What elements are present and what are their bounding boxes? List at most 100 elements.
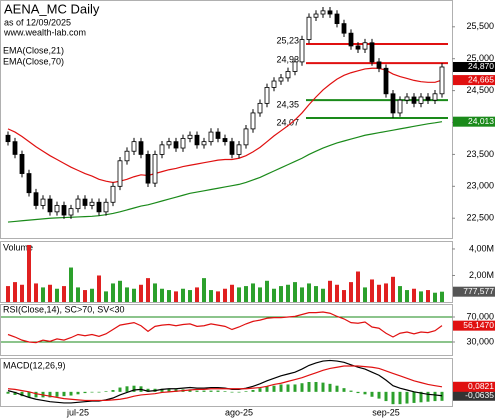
- histogram-bar: [27, 391, 31, 398]
- candle-body: [250, 112, 256, 130]
- level-label: 24,93: [276, 55, 299, 65]
- volume-bar: [174, 291, 178, 302]
- y-tick-label: 23,500: [466, 149, 494, 159]
- candle-body: [355, 45, 361, 50]
- histogram-bar: [286, 384, 290, 392]
- volume-bar: [426, 290, 430, 302]
- pane-title: RSI(Close,14), SC>70, SV<30: [3, 304, 125, 314]
- candle-body: [404, 96, 410, 101]
- value-badge: [453, 75, 495, 86]
- value-label: 0,0821: [468, 381, 494, 391]
- volume-bar: [90, 288, 94, 302]
- candle-body: [117, 160, 123, 187]
- volume-bar: [125, 287, 129, 302]
- volume-bar: [251, 283, 255, 302]
- histogram-bar: [314, 382, 318, 392]
- volume-bar: [160, 288, 164, 302]
- histogram-bar: [412, 391, 416, 403]
- candle-body: [166, 141, 172, 146]
- volume-bar: [377, 284, 381, 302]
- volume-bar: [328, 280, 332, 302]
- volume-bar: [244, 286, 248, 302]
- volume-bar: [188, 290, 192, 302]
- histogram-bar: [202, 390, 206, 392]
- histogram-bar: [104, 391, 108, 392]
- value-badge: [453, 320, 495, 331]
- volume-bar: [286, 284, 290, 302]
- candle-body: [432, 93, 438, 101]
- histogram-bar: [272, 385, 276, 392]
- candle-body: [418, 96, 424, 104]
- histogram-bar: [426, 391, 430, 402]
- histogram-bar: [174, 389, 178, 392]
- volume-bar: [181, 288, 185, 302]
- volume-bar: [300, 287, 304, 302]
- volume-bar: [405, 290, 409, 302]
- candle-body: [334, 13, 340, 25]
- candle-body: [369, 42, 375, 63]
- candle-body: [208, 131, 214, 143]
- volume-bar: [293, 282, 297, 302]
- histogram-bar: [384, 391, 388, 402]
- histogram-bar: [55, 391, 59, 397]
- candle-body: [201, 141, 207, 146]
- y-tick-label: 22,500: [466, 213, 494, 223]
- histogram-bar: [188, 389, 192, 392]
- histogram-bar: [195, 390, 199, 392]
- histogram-bar: [321, 382, 325, 392]
- candle-body: [103, 201, 109, 213]
- volume-bar: [6, 286, 10, 302]
- candle-body: [362, 42, 368, 50]
- volume-bar: [433, 292, 437, 302]
- legend-label: EMA(Close,21): [3, 45, 64, 55]
- candle-body: [425, 96, 431, 101]
- candle-body: [439, 66, 445, 95]
- histogram-bar: [279, 384, 283, 392]
- candle-body: [61, 205, 67, 216]
- candle-body: [292, 61, 298, 72]
- histogram-bar: [69, 391, 73, 396]
- candle-body: [47, 198, 53, 213]
- histogram-bar: [370, 391, 374, 397]
- volume-bar: [111, 283, 115, 302]
- candle-body: [215, 131, 221, 139]
- candle-body: [271, 80, 277, 88]
- histogram-bar: [62, 391, 66, 397]
- candle-body: [320, 10, 326, 15]
- volume-bar: [279, 286, 283, 302]
- histogram-bar: [167, 388, 171, 392]
- histogram-bar: [300, 383, 304, 392]
- histogram-bar: [132, 385, 136, 392]
- histogram-bar: [146, 388, 150, 392]
- histogram-bar: [349, 390, 353, 392]
- histogram-bar: [160, 388, 164, 392]
- level-label: 24,07: [276, 117, 299, 127]
- indicator-line: [7, 359, 443, 404]
- value-badge: [453, 116, 495, 127]
- candle-body: [257, 102, 263, 114]
- histogram-bar: [6, 391, 10, 394]
- volume-bar: [349, 282, 353, 302]
- legend-label: EMA(Close,70): [3, 56, 64, 66]
- histogram-bar: [223, 391, 227, 392]
- candle-body: [236, 144, 242, 155]
- volume-bar: [48, 284, 52, 302]
- volume-bar: [13, 282, 17, 302]
- volume-bar: [230, 284, 234, 302]
- value-label: 24,013: [468, 116, 494, 126]
- indicator-line: [7, 67, 443, 184]
- value-label: 777,577: [463, 286, 494, 296]
- histogram-bar: [230, 391, 234, 393]
- volume-bar: [209, 290, 213, 302]
- candle-body: [68, 208, 74, 216]
- volume-bar: [195, 287, 199, 302]
- macd-pane: [0, 358, 453, 407]
- value-label: 56,1470: [463, 320, 494, 330]
- histogram-bar: [265, 386, 269, 392]
- candle-body: [12, 141, 18, 155]
- histogram-bar: [209, 390, 213, 392]
- pane-title: Volume: [3, 242, 33, 252]
- histogram-bar: [328, 383, 332, 392]
- volume-bar: [41, 287, 45, 302]
